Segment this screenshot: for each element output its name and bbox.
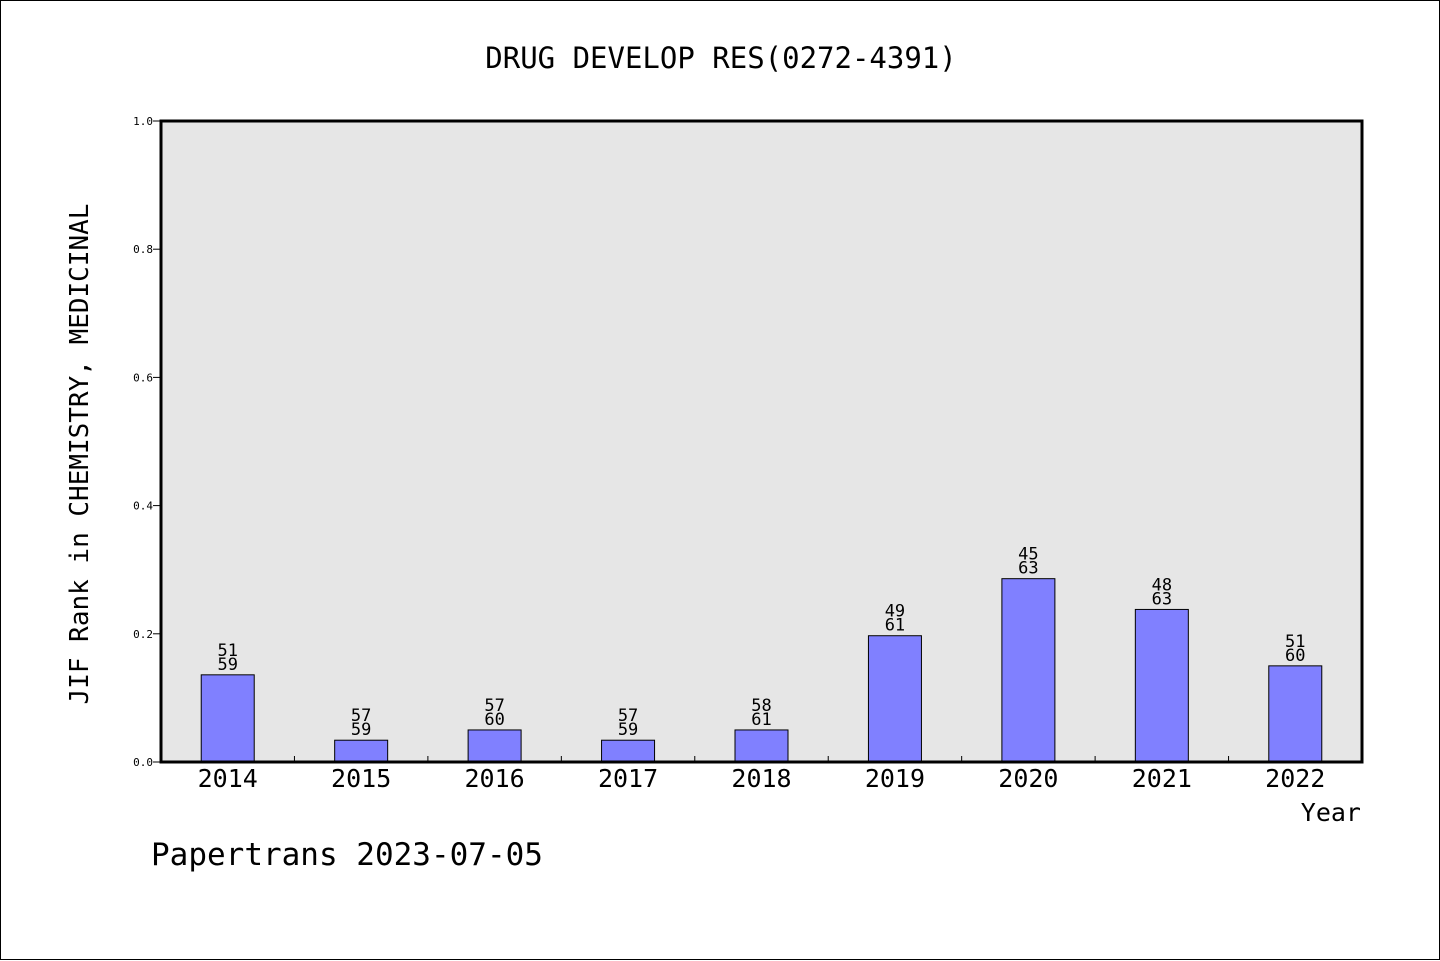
bar-label-bottom: 59 [618,720,638,740]
bar-2016 [467,729,522,763]
x-tick-label: 2017 [598,764,658,793]
x-tick-label: 2014 [198,764,258,793]
plot-border [159,119,1364,764]
y-tick-label: 0.4 [133,500,153,513]
bar-label-bottom: 63 [1152,589,1172,609]
bar-2021 [1134,608,1189,763]
bar-label-bottom: 61 [751,710,771,730]
footer-text: Papertrans 2023-07-05 [151,837,543,873]
bar-label-top: 51 [217,641,237,661]
bar-label-top: 57 [618,706,638,726]
bar-2014 [200,674,255,763]
bar-label-bottom: 59 [217,655,237,675]
x-axis: 2014 2015 2016 2017 2018 2019 2020 2021 2022 [198,756,1325,793]
bar-2017 [601,739,656,763]
x-axis-label: Year [1301,798,1361,827]
bar-2020 [1001,578,1056,763]
bar-label-top: 57 [484,696,504,716]
bar-label-bottom: 63 [1018,559,1038,579]
bar-label-bottom: 60 [1285,646,1305,666]
bar-label-bottom: 59 [351,720,371,740]
x-tick-label: 2018 [731,764,791,793]
bar-label-top: 49 [885,602,905,622]
bar-label-top: 57 [351,706,371,726]
bar-label-top: 51 [1285,632,1305,652]
y-tick-label: 0.8 [133,243,153,256]
bar-label-top: 58 [751,696,771,716]
bar-2022 [1268,665,1323,763]
bar-2019 [867,635,922,763]
x-tick-label: 2019 [865,764,925,793]
x-tick-label: 2022 [1265,764,1325,793]
y-axis: 0.0 0.2 0.4 0.6 0.8 1.0 [133,115,161,769]
bar-label-top: 48 [1152,575,1172,595]
y-axis-label: JIF Rank in CHEMISTRY, MEDICINAL [65,204,95,705]
x-tick-label: 2015 [331,764,391,793]
bar-label-bottom: 61 [885,616,905,636]
x-tick-label: 2020 [998,764,1058,793]
y-tick-label: 0.0 [133,756,153,769]
bar-2018 [734,729,789,763]
chart-title: DRUG DEVELOP RES(0272-4391) [485,41,956,75]
y-tick-label: 0.6 [133,371,153,384]
y-tick-label: 0.2 [133,628,153,641]
x-tick-label: 2021 [1132,764,1192,793]
y-tick-label: 1.0 [133,115,153,128]
bar-label-bottom: 60 [484,710,504,730]
x-tick-label: 2016 [465,764,525,793]
bar-2015 [334,739,389,763]
bar-label-top: 45 [1018,545,1038,565]
